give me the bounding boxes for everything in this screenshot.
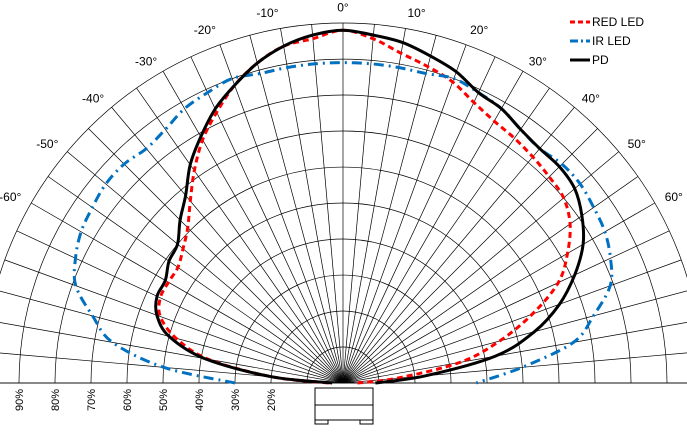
grid-spoke--30 <box>162 71 344 384</box>
grid-spoke-25 <box>342 56 496 384</box>
sensor-package-icon <box>314 387 374 425</box>
legend: RED LED IR LED PD <box>570 15 644 67</box>
angle-label: -60° <box>0 190 21 204</box>
series-pd-line <box>154 28 586 385</box>
radial-label: 30% <box>230 389 242 411</box>
radial-label: 50% <box>158 389 170 411</box>
grid-spoke-15 <box>342 35 437 384</box>
grid-spoke-20 <box>342 44 467 384</box>
angle-labels: -90°-80°-70°-60°-50°-40°-30°-20°-10°0°10… <box>0 1 683 205</box>
angle-label: 50° <box>628 137 646 151</box>
grid-spoke-75 <box>342 290 687 384</box>
grid-spoke-55 <box>342 176 639 384</box>
radial-label: 40% <box>194 389 206 411</box>
grid-spoke-70 <box>342 259 682 384</box>
radial-label: 80% <box>50 389 62 411</box>
angle-label: -10° <box>256 6 278 20</box>
radial-label: 90% <box>14 389 26 411</box>
angle-label: -40° <box>82 91 104 105</box>
legend-label-red-led: RED LED <box>592 15 644 29</box>
angle-label: 30° <box>529 54 547 68</box>
grid-spoke--40 <box>111 106 344 384</box>
grid-spoke-40 <box>342 106 575 384</box>
angle-label: 40° <box>582 91 600 105</box>
grid-spoke--60 <box>31 202 344 384</box>
angle-label: 0° <box>337 1 349 15</box>
grid-spoke--25 <box>190 56 344 384</box>
polar-grid <box>0 22 687 384</box>
grid-spoke--15 <box>249 35 344 384</box>
series-layer <box>72 28 614 385</box>
radial-label: 60% <box>122 389 134 411</box>
angle-label: -50° <box>36 137 58 151</box>
grid-spoke--55 <box>47 176 344 384</box>
series-ir-led-line <box>72 61 614 385</box>
angle-label: 10° <box>408 6 426 20</box>
grid-spoke--80 <box>0 322 344 384</box>
angle-label: -20° <box>194 23 216 37</box>
grid-spoke-10 <box>342 28 406 384</box>
radial-labels: 100%90%80%70%60%50%40%30%20% <box>14 389 278 411</box>
grid-spoke--5 <box>311 24 344 384</box>
grid-spoke--45 <box>88 128 344 384</box>
grid-spoke-5 <box>342 24 375 384</box>
radial-label: 20% <box>266 389 278 411</box>
grid-spoke-80 <box>342 321 687 384</box>
grid-spoke--65 <box>16 230 344 384</box>
grid-spoke--20 <box>219 44 344 384</box>
grid-spoke-60 <box>342 202 655 384</box>
angle-label: 60° <box>665 190 683 204</box>
grid-spoke--10 <box>280 28 344 384</box>
radial-label: 70% <box>86 389 98 411</box>
grid-spoke--75 <box>0 290 344 384</box>
angle-label: -30° <box>135 54 157 68</box>
grid-spoke-35 <box>342 87 550 384</box>
grid-spoke-85 <box>342 352 687 384</box>
grid-spoke-65 <box>342 230 670 384</box>
grid-spoke-50 <box>342 151 620 384</box>
grid-spoke--35 <box>136 87 344 384</box>
angle-label: 20° <box>470 23 488 37</box>
grid-spoke--70 <box>4 259 344 384</box>
legend-label-ir-led: IR LED <box>592 34 631 48</box>
grid-spoke-45 <box>342 128 598 384</box>
legend-label-pd: PD <box>592 53 609 67</box>
grid-spoke--50 <box>66 151 344 384</box>
grid-spoke-30 <box>342 71 524 384</box>
